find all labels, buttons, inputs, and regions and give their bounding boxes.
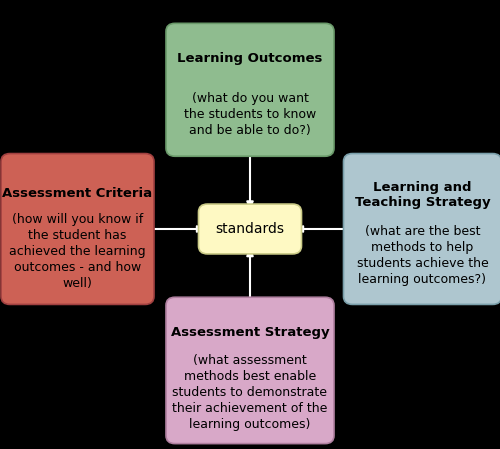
- FancyBboxPatch shape: [344, 154, 500, 304]
- Text: (what do you want
the students to know
and be able to do?): (what do you want the students to know a…: [184, 92, 316, 137]
- FancyBboxPatch shape: [166, 23, 334, 156]
- Text: (what assessment
methods best enable
students to demonstrate
their achievement o: (what assessment methods best enable stu…: [172, 354, 328, 431]
- FancyBboxPatch shape: [166, 297, 334, 444]
- Text: Assessment Criteria: Assessment Criteria: [2, 187, 152, 199]
- Text: Learning and
Teaching Strategy: Learning and Teaching Strategy: [354, 181, 490, 209]
- Text: (what are the best
methods to help
students achieve the
learning outcomes?): (what are the best methods to help stude…: [356, 225, 488, 286]
- Text: Assessment Strategy: Assessment Strategy: [170, 326, 330, 339]
- Text: (how will you know if
the student has
achieved the learning
outcomes - and how
w: (how will you know if the student has ac…: [9, 213, 146, 290]
- Text: standards: standards: [216, 222, 284, 236]
- Text: Learning Outcomes: Learning Outcomes: [178, 52, 322, 65]
- FancyBboxPatch shape: [1, 154, 154, 304]
- FancyBboxPatch shape: [198, 204, 302, 254]
